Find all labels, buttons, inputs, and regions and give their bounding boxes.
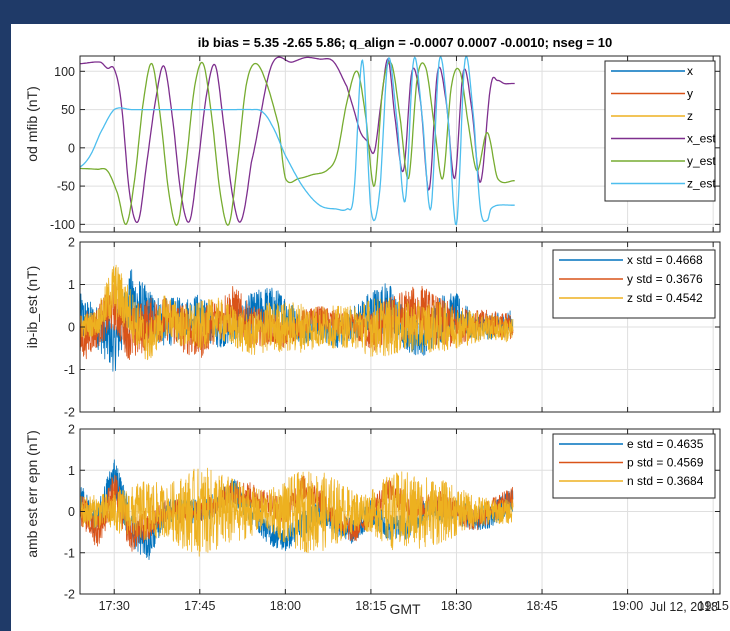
legend-entry-label: y std = 0.3676 <box>627 272 703 286</box>
legend-entry-label: x_est <box>687 132 716 146</box>
series-line-0-3 <box>79 56 515 223</box>
legend-box <box>552 249 716 319</box>
y-axis-label-3: amb est err epn (nT) <box>24 430 40 558</box>
y-tick-label: -1 <box>64 546 75 560</box>
y-tick-label: -2 <box>64 588 75 602</box>
series-line-2-2 <box>79 467 514 557</box>
legend-entry-label: x std = 0.4668 <box>627 253 703 267</box>
legend-box <box>604 60 716 202</box>
axes-ib-diff: 2 1 0 -1 -2 x std = 0.4668 y std = 0.3676 z std… <box>64 236 721 420</box>
axes-amb-err: 2 1 0 -1 -2 17:30 17:45 18:00 18:15 18:30 18:45 19:… <box>64 423 729 614</box>
date-label: Jul 12, 2018 <box>650 600 718 614</box>
legend-entry-label: y <box>687 87 693 101</box>
y-axis-label-1: od mfib (nT) <box>24 86 40 161</box>
series-line-1-2 <box>79 264 514 361</box>
x-tick-label: 17:30 <box>99 599 130 613</box>
x-axis-label: GMT <box>389 601 421 617</box>
y-tick-label: 50 <box>61 103 75 117</box>
x-tick-label: 18:30 <box>441 599 472 613</box>
y-tick-label: 0 <box>68 505 75 519</box>
y-tick-label: 2 <box>68 236 75 250</box>
figure-canvas: ib bias = 5.35 -2.65 5.86; q_align = -0.… <box>24 35 729 617</box>
series-line-0-5 <box>79 55 515 226</box>
axes-od-mfib: 100 50 0 -50 -100 xyz x_est y_est z_est <box>50 55 721 233</box>
legend-entry-label: z_est <box>687 177 716 191</box>
x-tick-label: 18:00 <box>270 599 301 613</box>
x-tick-label: 19:00 <box>612 599 643 613</box>
x-tick-label: 17:45 <box>184 599 215 613</box>
y-tick-label: 1 <box>68 278 75 292</box>
legend-entry-label: n std = 0.3684 <box>627 474 704 488</box>
x-tick-label: 18:15 <box>355 599 386 613</box>
axes-box <box>79 55 721 233</box>
y-tick-label: 0 <box>68 141 75 155</box>
legend: e std = 0.4635 p std = 0.4569 n std = 0.36… <box>552 433 716 499</box>
legend-entry-label: y_est <box>687 154 716 168</box>
y-tick-label: -2 <box>64 406 75 420</box>
legend: x std = 0.4668 y std = 0.3676 z std = 0.45… <box>552 249 716 319</box>
legend: xyz x_est y_est z_est <box>604 60 716 202</box>
legend-entry-label: x <box>687 64 693 78</box>
legend-entry-label: z <box>687 109 693 123</box>
y-tick-label: 2 <box>68 423 75 437</box>
y-tick-label: 0 <box>68 321 75 335</box>
y-tick-label: 100 <box>54 65 75 79</box>
x-tick-label: 19:15 <box>698 599 729 613</box>
figure-frame: ib bias = 5.35 -2.65 5.86; q_align = -0.… <box>11 24 730 631</box>
legend-entry-label: e std = 0.4635 <box>627 437 704 451</box>
x-tick-label: 18:45 <box>526 599 557 613</box>
chart-title: ib bias = 5.35 -2.65 5.86; q_align = -0.… <box>198 35 612 50</box>
legend-entry-label: p std = 0.4569 <box>627 456 704 470</box>
y-tick-label: -50 <box>57 180 75 194</box>
y-tick-label: 1 <box>68 464 75 478</box>
y-axis-label-2: ib-ib_est (nT) <box>24 266 40 348</box>
legend-entry-label: z std = 0.4542 <box>627 291 703 305</box>
y-tick-label: -1 <box>64 363 75 377</box>
y-tick-label: -100 <box>50 218 75 232</box>
